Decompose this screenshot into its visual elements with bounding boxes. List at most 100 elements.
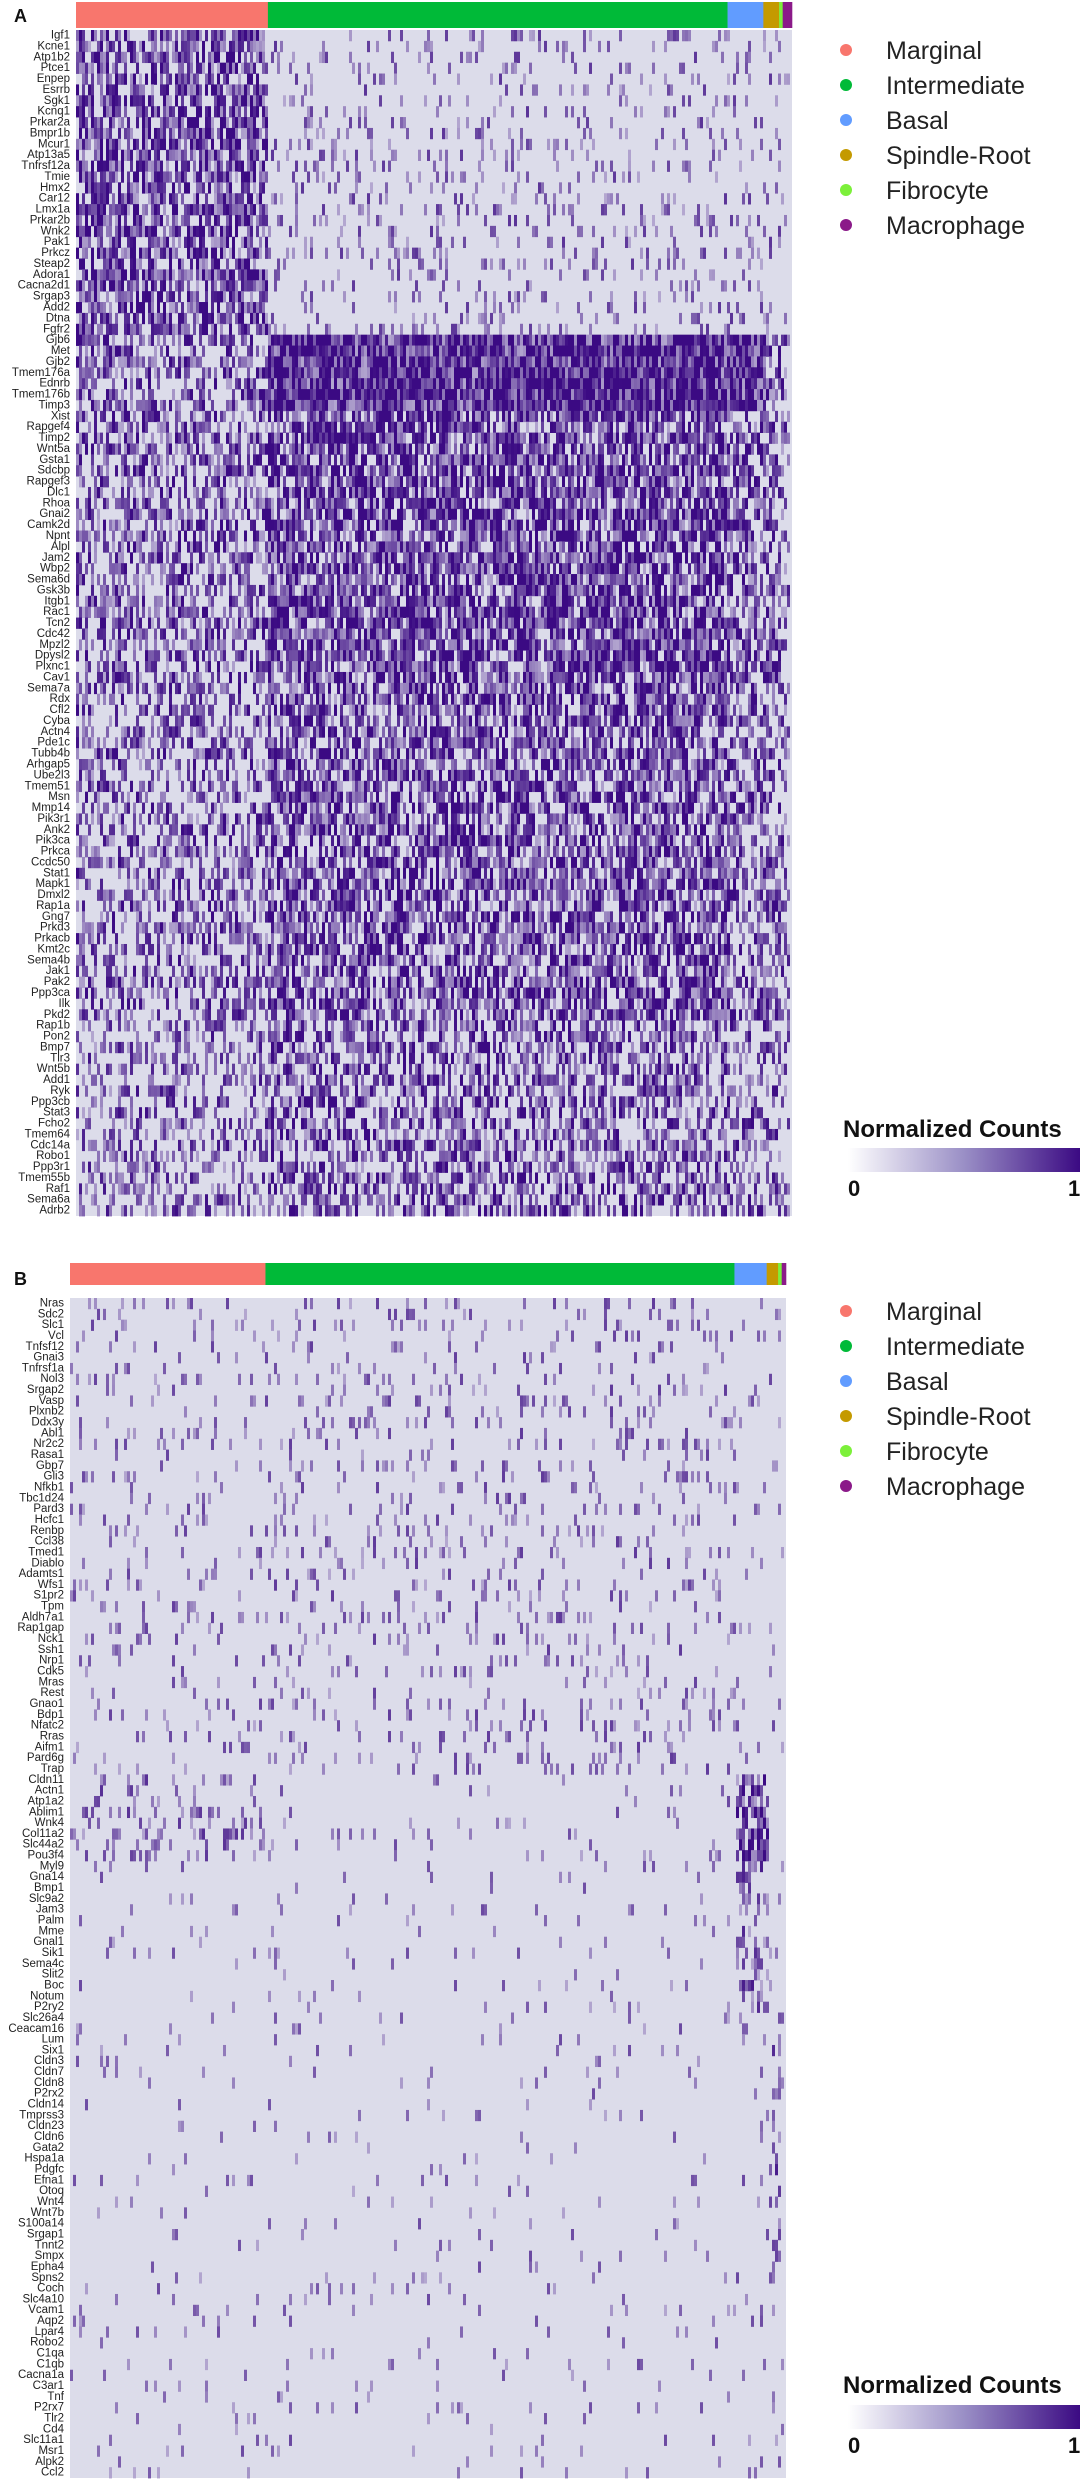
heatmap-cell [241, 312, 244, 325]
heatmap-cell [709, 302, 712, 314]
heatmap-cell [436, 214, 439, 227]
heatmap-cell [328, 378, 331, 390]
heatmap-cell [532, 345, 535, 357]
heatmap-cell [274, 410, 277, 423]
heatmap-cell [508, 334, 511, 346]
heatmap-cell [502, 497, 505, 510]
heatmap-cell [526, 334, 529, 346]
heatmap-cell [112, 106, 115, 118]
heatmap-cell [619, 410, 622, 423]
heatmap-cell [547, 432, 550, 444]
heatmap-cell [259, 323, 262, 336]
heatmap-cell [226, 334, 229, 346]
heatmap-cell [730, 356, 733, 368]
heatmap-cell [565, 334, 568, 346]
heatmap-cell [127, 225, 130, 238]
heatmap-cell [271, 334, 274, 346]
heatmap-cell [709, 345, 712, 357]
heatmap-cell [583, 345, 586, 357]
heatmap-cell [118, 356, 121, 368]
heatmap-cell [679, 399, 682, 412]
heatmap-cell [517, 399, 520, 412]
heatmap-cell [493, 421, 496, 433]
heatmap-cell [157, 214, 160, 227]
heatmap-cell [196, 51, 199, 64]
heatmap-cell [136, 214, 139, 227]
heatmap-cell [367, 497, 370, 510]
heatmap-cell [298, 443, 301, 455]
heatmap-cell [256, 149, 259, 161]
heatmap-cell [439, 443, 442, 455]
heatmap-cell [316, 410, 319, 423]
heatmap-cell [226, 312, 229, 325]
heatmap-cell [580, 367, 583, 379]
heatmap-cell [439, 497, 442, 510]
heatmap-cell [136, 443, 139, 455]
heatmap-cell [157, 193, 160, 205]
heatmap-cell [286, 399, 289, 412]
heatmap-cell [154, 269, 157, 281]
heatmap-cell [655, 389, 658, 401]
heatmap-cell [445, 345, 448, 357]
heatmap-cell [154, 410, 157, 423]
heatmap-cell [88, 356, 91, 368]
heatmap-cell [250, 117, 253, 129]
heatmap-cell [622, 334, 625, 346]
heatmap-cell [187, 334, 190, 346]
heatmap-cell [559, 389, 562, 401]
heatmap-cell [439, 410, 442, 423]
heatmap-cell [538, 432, 541, 444]
heatmap-cell [676, 497, 679, 510]
heatmap-cell [292, 399, 295, 412]
heatmap-cell [130, 378, 133, 390]
heatmap-cell [130, 367, 133, 379]
heatmap-cell [565, 421, 568, 433]
heatmap-cell [466, 378, 469, 390]
heatmap-cell [571, 421, 574, 433]
heatmap-cell [607, 410, 610, 423]
heatmap-cell [538, 334, 541, 346]
heatmap-cell [715, 356, 718, 368]
heatmap-cell [436, 389, 439, 401]
heatmap-cell [214, 225, 217, 238]
heatmap-cell [445, 443, 448, 455]
heatmap-cell [151, 182, 154, 194]
heatmap-cell [775, 367, 778, 379]
heatmap-cell [385, 497, 388, 510]
heatmap-cell [91, 389, 94, 401]
heatmap-cell [142, 149, 145, 161]
heatmap-cell [325, 106, 328, 118]
heatmap-cell [622, 486, 625, 499]
heatmap-cell [493, 432, 496, 444]
heatmap-cell [418, 345, 421, 357]
heatmap-cell [490, 399, 493, 412]
heatmap-cell [553, 193, 556, 205]
heatmap-cell [334, 378, 337, 390]
heatmap-cell [751, 378, 754, 390]
heatmap-cell [331, 378, 334, 390]
heatmap-cell [736, 214, 739, 227]
heatmap-cell [481, 410, 484, 423]
heatmap-cell [508, 421, 511, 433]
heatmap-cell [559, 432, 562, 444]
heatmap-cell [532, 454, 535, 466]
heatmap-cell [199, 204, 202, 216]
heatmap-cell [733, 367, 736, 379]
heatmap-cell [139, 73, 142, 85]
heatmap-cell [169, 508, 172, 521]
heatmap-cell [274, 280, 277, 292]
heatmap-cell [373, 399, 376, 412]
heatmap-cell [640, 378, 643, 390]
heatmap-cell [190, 389, 193, 401]
heatmap-cell [316, 497, 319, 510]
heatmap-cell [724, 323, 727, 336]
heatmap-cell [121, 291, 124, 303]
heatmap-cell [640, 214, 643, 227]
heatmap-cell [154, 443, 157, 455]
heatmap-cell [670, 465, 673, 477]
heatmap-cell [250, 171, 253, 183]
heatmap-cell [154, 399, 157, 412]
heatmap-cell [178, 171, 181, 183]
heatmap-cell [244, 84, 247, 96]
heatmap-cell [439, 421, 442, 433]
